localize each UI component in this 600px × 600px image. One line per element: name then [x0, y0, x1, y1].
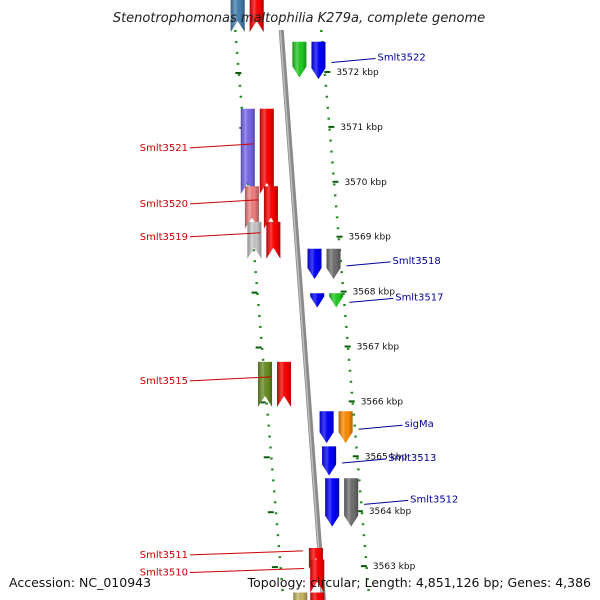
gene-Smlt3510 [310, 559, 325, 593]
gene-label: sigMa [405, 419, 434, 430]
kbp-label: 3569 kbp [349, 233, 392, 243]
ruler-dots [233, 29, 371, 600]
gene-arrow-shade [244, 186, 259, 229]
label-leader [189, 567, 305, 573]
kbp-label: 3572 kbp [336, 68, 379, 78]
map-title: Stenotrophomonas maltophilia K279a, comp… [113, 11, 485, 26]
gene-Smlt3521 [259, 108, 274, 194]
gene-arrow-shade [338, 411, 353, 444]
kbp-label: 3566 kbp [361, 397, 404, 407]
gene-arrow-shade [263, 186, 278, 229]
gene-label: Smlt3519 [140, 232, 188, 243]
gene-arrow-shade [311, 41, 326, 80]
gene-Smlt3519 [266, 221, 281, 259]
gene-arrow-shade [230, 0, 245, 32]
gene-bottom-left [293, 592, 308, 600]
backbone-highlight [279, 29, 324, 600]
gene-Smlt3520-partner [244, 186, 259, 229]
gene-top-right [249, 0, 264, 32]
gene-arrow-shade [249, 0, 264, 32]
gene-label: Smlt3521 [140, 143, 188, 154]
gene-arrow-shade [310, 293, 325, 308]
gene-arrow-shade [310, 559, 325, 593]
ruler-ticks: 3572 kbp 3571 kbp 3570 kbp 3569 kbp 3568 kbp… [235, 68, 416, 572]
kbp-label: 3568 kbp [353, 288, 396, 298]
backbone-line [278, 29, 326, 600]
gene-arrow-shade [319, 411, 334, 444]
label-leader [189, 232, 261, 238]
right-dotted-boundary [319, 29, 371, 600]
gene-arrow-shade [322, 446, 337, 476]
gene-arrow-shade [266, 221, 281, 259]
gene-arrow-shade [292, 41, 307, 78]
label-leader [331, 57, 376, 63]
gene-Smlt3522-partner [292, 41, 307, 78]
kbp-label: 3567 kbp [357, 343, 400, 353]
kbp-label: 3570 kbp [344, 178, 387, 188]
gene-label: Smlt3512 [410, 494, 458, 505]
gene-label: Smlt3513 [388, 453, 436, 464]
label-leader [364, 499, 409, 505]
backbone-layer [278, 29, 326, 600]
gene-Smlt3522 [311, 41, 326, 80]
kbp-label: 3563 kbp [373, 562, 416, 572]
label-leader [342, 458, 387, 464]
label-leader [189, 376, 272, 382]
kbp-label: 3564 kbp [369, 507, 412, 517]
label-leader [358, 424, 403, 430]
gene-Smlt3515-partner [258, 361, 273, 407]
gene-Smlt3518-partner [307, 248, 322, 279]
gene-label: Smlt3510 [140, 567, 188, 578]
gene-Smlt3517-partner [310, 293, 325, 308]
gene-label: Smlt3522 [377, 52, 425, 63]
gene-Smlt3515 [277, 361, 292, 407]
gene-label: Smlt3520 [140, 199, 188, 210]
kbp-label: 3565 kbp [365, 452, 408, 462]
gene-label: Smlt3518 [393, 256, 441, 267]
gene-arrow-shade [277, 361, 292, 407]
left-dotted-boundary [233, 29, 285, 600]
label-leader [189, 143, 254, 149]
gene-sigMa-partner [319, 411, 334, 444]
gene-arrow-shade [259, 108, 274, 194]
gene-label: Smlt3515 [140, 376, 188, 387]
gene-top-left [230, 0, 245, 32]
gene-sigMa [338, 411, 353, 444]
gene-Smlt3512 [344, 478, 359, 527]
accession-text: Accession: NC_010943 [9, 575, 151, 590]
gene-Smlt3511 [308, 547, 323, 569]
gene-Smlt3519-partner [247, 221, 262, 259]
gene-bottom-right [310, 592, 325, 600]
genes-layer [230, 0, 359, 600]
label-leader [189, 199, 258, 205]
gene-arrow-shade [307, 248, 322, 279]
label-leader [349, 297, 394, 303]
gene-arrow-shade [325, 478, 340, 527]
gene-arrow-shade [258, 361, 273, 407]
gene-arrow-shade [329, 293, 344, 308]
gene-Smlt3513 [322, 446, 337, 476]
gene-arrow-shade [247, 221, 262, 259]
gene-labels: Smlt3522 Smlt3521 Smlt3520 Smlt3519 Smlt3518… [140, 52, 459, 578]
gene-label: Smlt3511 [140, 550, 188, 561]
gene-Smlt3517 [329, 293, 344, 308]
gene-Smlt3512-partner [325, 478, 340, 527]
gene-Smlt3520 [263, 186, 278, 229]
kbp-label: 3571 kbp [340, 123, 383, 133]
gene-arrow-shade [293, 592, 308, 600]
gene-arrow-shade [310, 592, 325, 600]
label-leader [346, 261, 391, 267]
gene-arrow-shade [326, 248, 341, 279]
gene-Smlt3521-partner [240, 108, 255, 194]
genome-summary-text: Topology: circular; Length: 4,851,126 bp… [247, 575, 591, 590]
gene-label: Smlt3517 [395, 292, 443, 303]
gene-arrow-shade [308, 547, 323, 569]
gene-arrow-shade [240, 108, 255, 194]
gene-Smlt3518 [326, 248, 341, 279]
gene-arrow-shade [344, 478, 359, 527]
label-leader [189, 550, 303, 556]
